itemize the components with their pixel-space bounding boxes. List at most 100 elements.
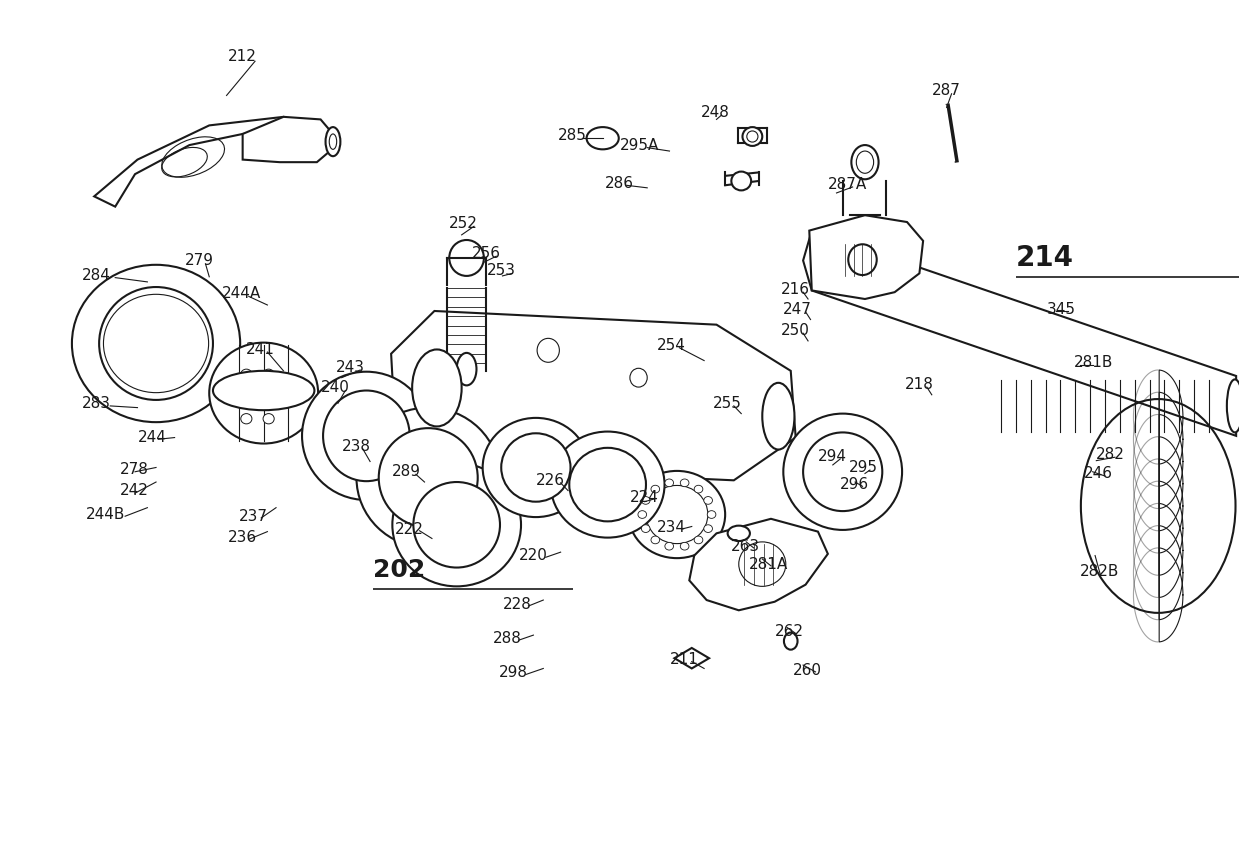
- Ellipse shape: [637, 511, 646, 518]
- Ellipse shape: [482, 418, 589, 517]
- Text: 287A: 287A: [828, 177, 867, 192]
- Text: 228: 228: [502, 597, 531, 612]
- Text: 286: 286: [605, 176, 634, 191]
- Text: 222: 222: [394, 522, 424, 536]
- Ellipse shape: [456, 353, 476, 385]
- Text: 241: 241: [247, 342, 275, 357]
- Ellipse shape: [210, 342, 319, 444]
- Text: 216: 216: [781, 282, 810, 297]
- Ellipse shape: [569, 448, 646, 522]
- Ellipse shape: [646, 486, 708, 544]
- Text: 240: 240: [321, 380, 350, 396]
- Text: 247: 247: [784, 302, 812, 317]
- Ellipse shape: [412, 349, 461, 426]
- Text: 278: 278: [120, 462, 149, 477]
- Text: 282: 282: [1096, 447, 1125, 462]
- Ellipse shape: [241, 414, 252, 424]
- Ellipse shape: [651, 536, 660, 544]
- Text: 237: 237: [239, 509, 268, 523]
- Polygon shape: [804, 231, 1236, 436]
- Ellipse shape: [324, 390, 409, 481]
- Ellipse shape: [746, 131, 758, 142]
- Polygon shape: [94, 117, 289, 207]
- Polygon shape: [810, 215, 923, 299]
- Text: 287: 287: [931, 83, 961, 98]
- Text: 279: 279: [185, 253, 213, 268]
- Ellipse shape: [356, 408, 500, 548]
- Ellipse shape: [651, 486, 660, 493]
- Ellipse shape: [743, 127, 763, 146]
- Polygon shape: [243, 117, 334, 162]
- Text: 260: 260: [794, 662, 822, 678]
- Text: 252: 252: [449, 216, 479, 232]
- Ellipse shape: [694, 536, 703, 544]
- Text: 244B: 244B: [86, 507, 125, 522]
- Text: 211: 211: [670, 652, 698, 668]
- Text: 295: 295: [849, 460, 878, 475]
- Text: 214: 214: [1016, 244, 1074, 272]
- Ellipse shape: [857, 151, 874, 173]
- Ellipse shape: [732, 172, 751, 190]
- Text: 295A: 295A: [620, 137, 660, 153]
- Circle shape: [728, 526, 750, 541]
- Ellipse shape: [99, 287, 213, 400]
- Ellipse shape: [694, 486, 703, 493]
- Polygon shape: [675, 648, 709, 668]
- Ellipse shape: [1226, 379, 1240, 432]
- Ellipse shape: [413, 482, 500, 567]
- Ellipse shape: [551, 432, 665, 538]
- Ellipse shape: [263, 369, 274, 379]
- Polygon shape: [391, 311, 796, 480]
- Ellipse shape: [848, 245, 877, 275]
- Ellipse shape: [630, 368, 647, 387]
- Text: 243: 243: [336, 360, 365, 375]
- Text: 296: 296: [841, 477, 869, 492]
- Text: 244A: 244A: [222, 287, 260, 301]
- Text: 285: 285: [558, 128, 587, 143]
- Text: 234: 234: [657, 520, 686, 535]
- Text: 218: 218: [904, 377, 934, 392]
- Ellipse shape: [665, 479, 673, 486]
- Ellipse shape: [641, 525, 650, 533]
- Text: 248: 248: [701, 105, 729, 120]
- Circle shape: [587, 127, 619, 149]
- Ellipse shape: [629, 471, 725, 559]
- Ellipse shape: [449, 240, 484, 276]
- Ellipse shape: [704, 497, 713, 505]
- Ellipse shape: [537, 338, 559, 362]
- Text: 220: 220: [518, 548, 547, 563]
- Text: 288: 288: [492, 631, 522, 646]
- Text: 294: 294: [818, 449, 847, 464]
- Text: 246: 246: [1084, 466, 1114, 481]
- Ellipse shape: [763, 383, 795, 450]
- Text: 253: 253: [486, 263, 516, 278]
- Text: 236: 236: [228, 530, 257, 545]
- Ellipse shape: [852, 145, 879, 179]
- Ellipse shape: [378, 428, 477, 528]
- Ellipse shape: [641, 497, 650, 505]
- Ellipse shape: [303, 372, 430, 500]
- Text: 254: 254: [657, 338, 686, 353]
- Ellipse shape: [263, 414, 274, 424]
- Ellipse shape: [665, 542, 673, 550]
- Text: 238: 238: [342, 438, 371, 454]
- Ellipse shape: [330, 134, 337, 149]
- Text: 263: 263: [732, 539, 760, 553]
- Ellipse shape: [241, 369, 252, 379]
- Ellipse shape: [241, 391, 252, 402]
- Text: 281A: 281A: [749, 557, 787, 571]
- Ellipse shape: [72, 265, 241, 422]
- Text: 283: 283: [82, 396, 110, 411]
- Text: 212: 212: [228, 50, 257, 64]
- Ellipse shape: [704, 525, 713, 533]
- Ellipse shape: [681, 542, 689, 550]
- Ellipse shape: [681, 479, 689, 486]
- Text: 298: 298: [498, 665, 528, 680]
- Text: 244: 244: [138, 430, 166, 445]
- Ellipse shape: [326, 127, 341, 156]
- Text: 224: 224: [630, 490, 658, 505]
- Text: 282B: 282B: [1080, 565, 1120, 579]
- Text: 289: 289: [392, 464, 422, 480]
- Text: 250: 250: [781, 323, 810, 338]
- Ellipse shape: [501, 433, 570, 502]
